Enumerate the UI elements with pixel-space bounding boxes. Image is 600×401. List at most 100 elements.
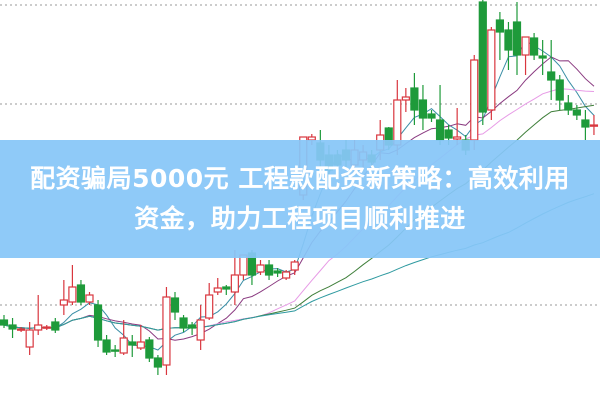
candle-body	[572, 109, 581, 116]
candle-body	[34, 324, 43, 331]
candle-down	[76, 280, 86, 305]
candle-body	[273, 270, 282, 274]
candle-body	[487, 29, 496, 111]
candle-down	[581, 110, 590, 140]
candle-up	[85, 292, 94, 305]
candle-body	[470, 59, 479, 141]
candle-down	[93, 300, 103, 347]
candle-down	[188, 322, 197, 335]
candle-body	[401, 96, 410, 101]
candle-down	[153, 355, 162, 375]
candle-body	[162, 296, 171, 366]
candle-up	[205, 283, 214, 320]
candle-body	[529, 37, 539, 56]
candle-body	[0, 319, 9, 326]
candle-up	[196, 305, 205, 350]
candle-up	[136, 325, 145, 350]
candle-body	[264, 264, 274, 276]
candle-body	[222, 286, 231, 290]
candle-down	[555, 75, 564, 110]
candle-body	[17, 328, 26, 331]
candle-body	[170, 297, 180, 313]
candle-down	[273, 268, 282, 277]
candle-up	[230, 250, 239, 305]
candle-body	[196, 319, 205, 341]
candle-body	[76, 284, 86, 303]
candle-down	[170, 292, 180, 320]
candle-down	[0, 315, 9, 328]
candle-up	[521, 36, 530, 75]
candle-down	[504, 22, 513, 70]
candle-up	[470, 55, 479, 150]
candle-up	[213, 278, 222, 295]
candle-body	[111, 349, 120, 352]
candle-down	[435, 85, 445, 145]
candle-up	[487, 27, 496, 120]
candle-down	[512, 2, 522, 75]
candle-body	[555, 79, 564, 101]
candle-body	[8, 324, 17, 330]
candle-down	[564, 95, 573, 115]
candle-body	[145, 339, 154, 359]
candle-body	[547, 71, 556, 81]
candle-body	[478, 1, 487, 113]
candle-down	[51, 318, 60, 333]
candle-up	[239, 254, 248, 280]
candle-up	[401, 88, 410, 112]
ma10-line	[3, 56, 595, 341]
candle-down	[8, 318, 17, 338]
candle-down	[418, 85, 428, 130]
candle-down	[111, 345, 120, 357]
candle-body	[521, 36, 530, 56]
candle-body	[453, 136, 462, 140]
candle-down	[145, 337, 154, 362]
candle-body	[25, 329, 34, 348]
candle-body	[282, 271, 291, 279]
candle-body	[427, 113, 436, 119]
candle-up	[162, 287, 171, 375]
candle-down	[179, 315, 188, 332]
candle-body	[581, 119, 590, 128]
candle-up	[282, 270, 291, 280]
candle-body	[504, 29, 513, 51]
candle-down	[547, 40, 556, 100]
candle-body	[128, 341, 137, 346]
candle-body	[393, 99, 402, 146]
candle-up	[59, 280, 68, 315]
candle-down	[264, 260, 274, 280]
candle-up	[34, 295, 43, 335]
candle-up	[119, 320, 128, 355]
candle-up	[256, 260, 265, 275]
candle-body	[179, 317, 188, 329]
candle-down	[478, 0, 487, 125]
candle-up	[25, 322, 34, 355]
candle-up	[589, 115, 599, 135]
candle-body	[230, 274, 239, 293]
candle-body	[495, 19, 504, 33]
candle-up	[290, 260, 299, 275]
candle-body	[85, 294, 94, 303]
candle-body	[410, 87, 419, 111]
candle-body	[213, 287, 222, 293]
candle-down	[572, 105, 581, 120]
candle-body	[256, 264, 265, 273]
headline-line-1: 配资骗局5000元 工程款配资新策略：高效利用	[30, 164, 570, 193]
candle-body	[512, 21, 522, 56]
candle-up	[17, 327, 26, 332]
candle-body	[290, 261, 299, 271]
candle-body	[59, 299, 68, 306]
candle-body	[205, 294, 214, 319]
candle-up	[453, 108, 462, 145]
candle-body	[119, 337, 128, 354]
candle-down	[538, 40, 547, 75]
candle-body	[136, 341, 145, 349]
candle-down	[410, 73, 419, 125]
candle-body	[444, 129, 453, 139]
candle-body	[51, 321, 60, 331]
candle-up	[68, 265, 77, 305]
candle-body	[102, 339, 111, 353]
candle-up	[42, 325, 51, 330]
candle-down	[427, 110, 436, 122]
candle-body	[42, 326, 51, 329]
headline-line-2: 资金，助力工程项目顺利推进	[134, 204, 466, 233]
